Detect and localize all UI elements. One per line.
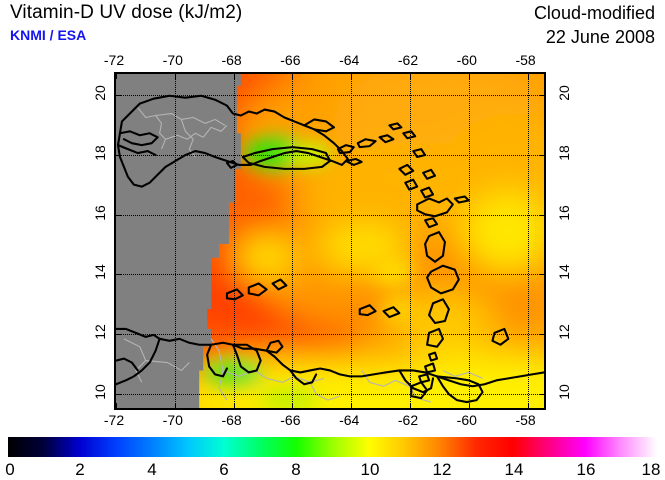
- x-tick: [292, 74, 294, 79]
- colorbar-tick-label: 2: [75, 460, 85, 479]
- page-title: Vitamin-D UV dose (kJ/m2): [10, 2, 243, 23]
- y-tick: [116, 334, 121, 336]
- x-tick: [527, 74, 529, 79]
- x-axis-label-top: -68: [221, 52, 242, 68]
- y-axis-label-right: 16: [555, 204, 572, 221]
- x-axis-label-top: -72: [103, 52, 125, 68]
- colorbar-tick-label: 0: [5, 460, 15, 479]
- x-tick: [527, 403, 529, 408]
- y-axis-label-left: 10: [91, 384, 108, 400]
- map-raster-clip: [116, 74, 544, 408]
- x-axis-label-bottom: -60: [456, 412, 477, 428]
- x-axis-label-bottom: -62: [397, 412, 419, 428]
- y-tick: [539, 394, 544, 395]
- colorbar-tick-label: 12: [432, 460, 452, 479]
- colorbar-tick-label: 10: [360, 460, 380, 479]
- y-tick: [539, 274, 544, 276]
- y-axis-label-left: 16: [91, 204, 108, 221]
- x-tick: [233, 74, 235, 79]
- x-tick: [468, 403, 470, 408]
- colorbar-tick-label: 4: [147, 460, 157, 479]
- y-tick: [116, 154, 121, 156]
- y-tick: [116, 274, 121, 276]
- y-tick: [116, 394, 121, 395]
- y-axis-label-left: 14: [91, 264, 108, 281]
- y-axis-label-left: 20: [91, 85, 108, 101]
- x-axis-label-bottom: -72: [103, 412, 125, 428]
- no-data-mask: [116, 74, 241, 408]
- x-axis-label-top: -60: [456, 52, 477, 68]
- map-plot-area: [114, 72, 546, 410]
- x-axis-label-bottom: -70: [162, 412, 183, 428]
- x-axis-label-bottom: -58: [515, 412, 536, 428]
- y-tick: [116, 214, 121, 216]
- colorbar-tick-label: 6: [219, 460, 229, 479]
- colorbar: [8, 437, 657, 457]
- coastlines: [116, 94, 544, 404]
- x-axis-label-bottom: -68: [221, 412, 242, 428]
- y-axis-label-left: 18: [91, 145, 108, 161]
- colorbar-tick-label: 16: [576, 460, 596, 479]
- x-axis-label-top: -66: [280, 52, 301, 68]
- product-type-label: Cloud-modified: [533, 3, 655, 23]
- colorbar-tick-label: 14: [504, 460, 524, 479]
- y-tick: [539, 214, 544, 216]
- y-axis-label-left: 12: [91, 324, 108, 340]
- y-axis-label-right: 12: [555, 324, 572, 340]
- y-tick: [539, 334, 544, 336]
- colorbar-tick-label: 18: [641, 460, 661, 479]
- y-tick: [539, 154, 544, 156]
- x-tick: [351, 403, 353, 408]
- x-tick: [116, 74, 117, 79]
- x-tick: [410, 74, 411, 79]
- y-tick: [116, 95, 121, 96]
- y-axis-label-right: 18: [555, 145, 572, 161]
- y-tick: [539, 95, 544, 96]
- x-tick: [468, 74, 470, 79]
- x-tick: [351, 74, 353, 79]
- date-label: 22 June 2008: [545, 27, 655, 47]
- y-axis-label-right: 10: [555, 384, 572, 400]
- x-axis-label-top: -58: [515, 52, 536, 68]
- colorbar-tick-label: 8: [291, 460, 301, 479]
- x-tick: [174, 74, 176, 79]
- internal-borders: [123, 107, 483, 403]
- y-axis-label-right: 14: [555, 264, 572, 281]
- x-tick: [410, 403, 411, 408]
- x-axis-label-top: -62: [397, 52, 419, 68]
- x-tick: [116, 403, 117, 408]
- x-axis-label-bottom: -64: [339, 412, 360, 428]
- x-axis-label-bottom: -66: [280, 412, 301, 428]
- x-tick: [292, 403, 294, 408]
- y-axis-label-right: 20: [555, 85, 572, 101]
- colorbar-gradient: [8, 437, 657, 457]
- x-tick: [174, 403, 176, 408]
- organization-credit: KNMI / ESA: [10, 27, 87, 43]
- x-tick: [233, 403, 235, 408]
- x-axis-label-top: -64: [339, 52, 360, 68]
- map-raster: [116, 74, 544, 408]
- x-axis-label-top: -70: [162, 52, 183, 68]
